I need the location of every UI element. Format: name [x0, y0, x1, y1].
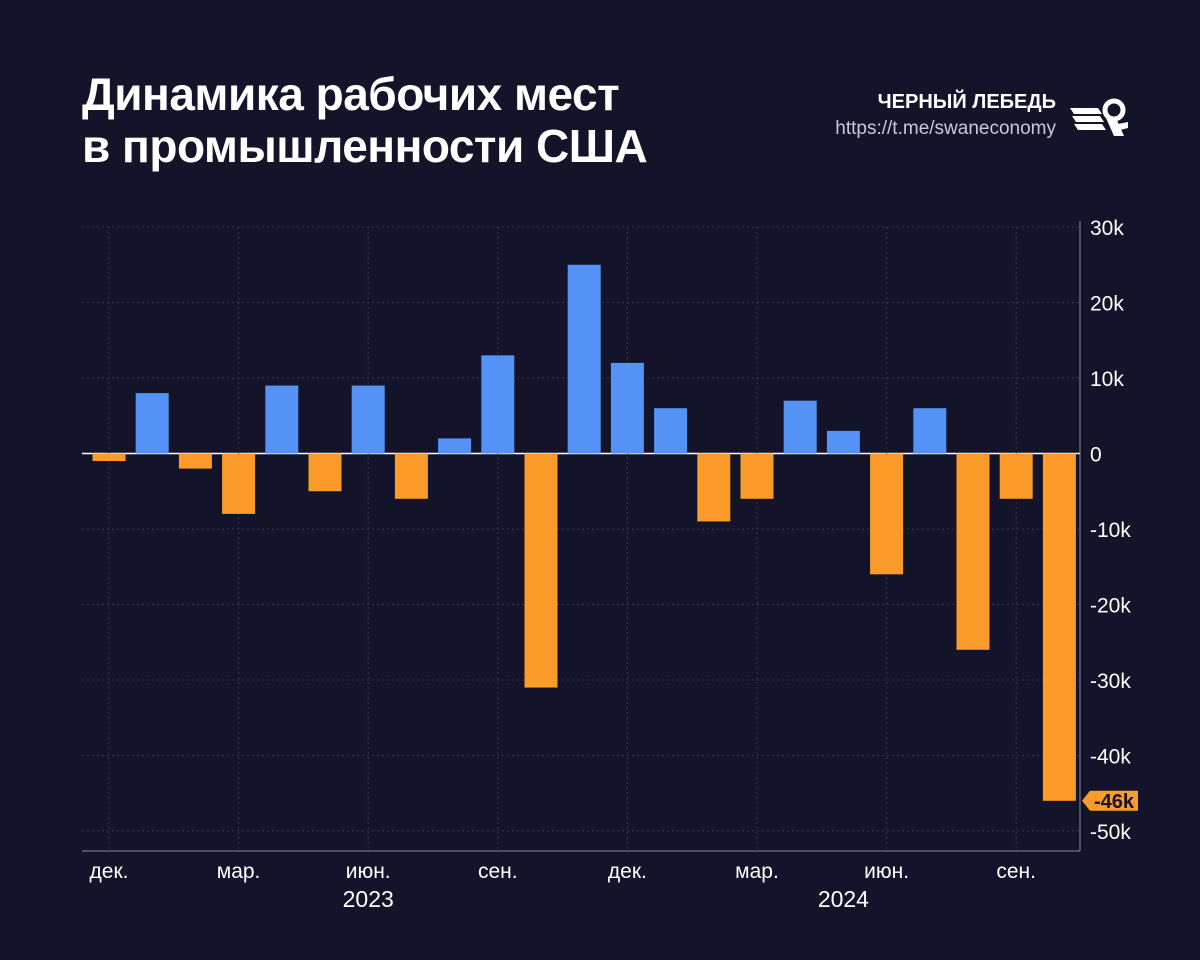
axis-layer: 30k 20k 10k 0 -10k -20k -30k -40k -50k дек. мар. ию… [82, 217, 1138, 912]
bar [913, 408, 947, 454]
bar [697, 453, 731, 522]
x-tick-label: июн. [346, 860, 391, 883]
year-label: 2024 [818, 886, 869, 912]
brand-block: ЧЕРНЫЙ ЛЕБЕДЬ https://t.me/swaneconomy [835, 90, 1056, 144]
y-tick-label: 30k [1090, 217, 1124, 240]
x-tick-label: мар. [735, 860, 779, 883]
bar [654, 408, 688, 454]
bar [1042, 453, 1076, 801]
brand-url[interactable]: https://t.me/swaneconomy [835, 118, 1056, 139]
y-tick-label: -20k [1090, 595, 1131, 618]
bar [351, 385, 385, 454]
last-value-label: -46k [1094, 791, 1135, 813]
bar [610, 362, 644, 454]
bar [178, 453, 212, 469]
x-tick-label: сен. [478, 860, 518, 883]
y-tick-label: -50k [1090, 821, 1131, 844]
bar [870, 453, 904, 575]
bar [567, 264, 601, 454]
bar [999, 453, 1033, 499]
bar [135, 393, 169, 454]
x-tick-label: июн. [864, 860, 909, 883]
bar [308, 453, 342, 492]
page-title: Динамика рабочих мест в промышленности С… [82, 68, 648, 172]
bar [956, 453, 990, 650]
bar [826, 430, 860, 454]
bar [524, 453, 558, 688]
bar [740, 453, 774, 499]
y-tick-label: -30k [1090, 670, 1131, 693]
bar [222, 453, 256, 514]
y-tick-label: 0 [1090, 444, 1102, 467]
title-line-1: Динамика рабочих мест [82, 68, 620, 120]
last-value-badge [1082, 790, 1138, 811]
bar [481, 355, 515, 454]
bar [783, 400, 817, 454]
bar [92, 453, 126, 462]
last-value-callout: -46k [1082, 790, 1138, 813]
bar [438, 438, 472, 454]
bars-layer [92, 264, 1076, 801]
swan-logo-icon [1070, 98, 1128, 136]
y-tick-label: -40k [1090, 746, 1131, 769]
brand-name: ЧЕРНЫЙ ЛЕБЕДЬ [877, 91, 1056, 113]
x-tick-label: дек. [608, 860, 647, 883]
bar [265, 385, 299, 454]
x-tick-label: дек. [90, 860, 129, 883]
year-label: 2023 [343, 886, 394, 912]
title-line-2: в промышленности США [82, 120, 648, 172]
bar [394, 453, 428, 499]
x-tick-label: мар. [217, 860, 261, 883]
y-tick-label: -10k [1090, 519, 1131, 542]
y-tick-label: 10k [1090, 368, 1124, 391]
x-tick-label: сен. [996, 860, 1036, 883]
y-tick-label: 20k [1090, 293, 1124, 316]
